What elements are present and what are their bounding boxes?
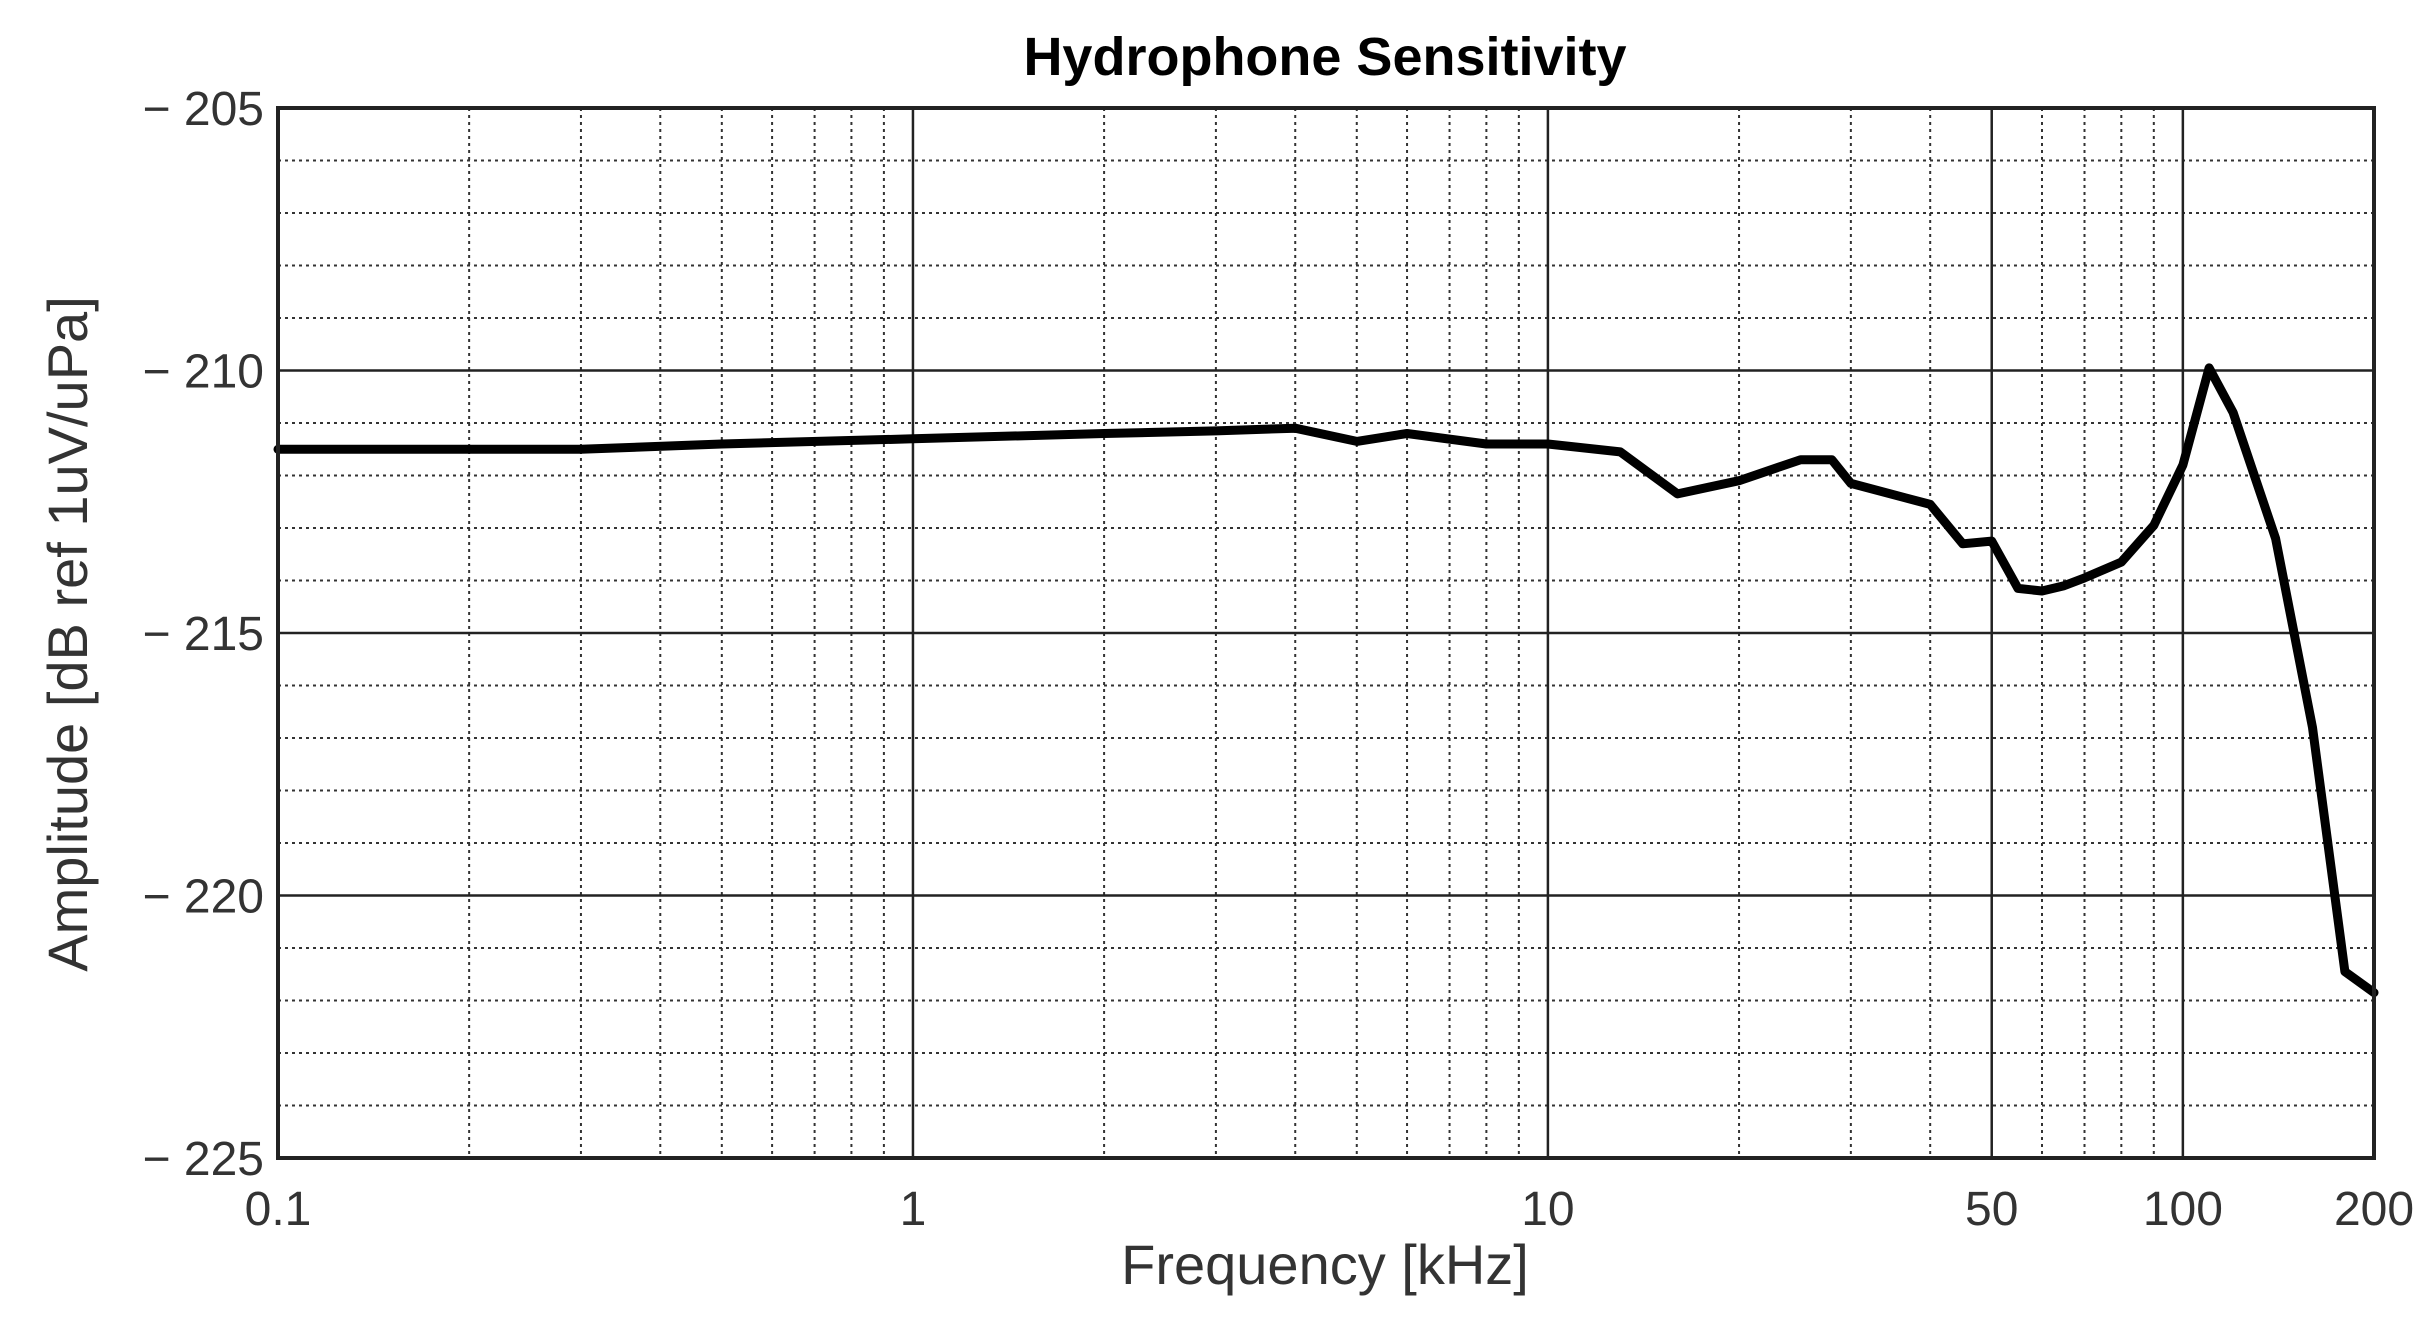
x-tick-label: 50 xyxy=(1965,1183,2018,1236)
y-tick-label: − 205 xyxy=(143,83,264,136)
chart-title: Hydrophone Sensitivity xyxy=(1023,27,1626,87)
y-tick-label: − 225 xyxy=(143,1133,264,1186)
grid xyxy=(278,106,2374,1160)
y-tick-label: − 210 xyxy=(143,346,264,399)
x-tick-label: 1 xyxy=(900,1183,927,1236)
x-tick-label: 10 xyxy=(1521,1183,1574,1236)
x-axis: 0.1 1 10 50 100 200 xyxy=(245,1183,2414,1236)
plot-frame xyxy=(276,106,2376,1160)
x-tick-label: 0.1 xyxy=(245,1183,312,1236)
y-tick-label: − 215 xyxy=(143,608,264,661)
series-line-0 xyxy=(273,363,2379,998)
x-tick-label: 200 xyxy=(2334,1183,2414,1236)
y-axis: − 205 − 210 − 215 − 220 − 225 xyxy=(143,83,264,1186)
series-layer xyxy=(273,363,2379,998)
x-axis-label: Frequency [kHz] xyxy=(1121,1233,1529,1296)
y-axis-label: Amplitude [dB ref 1uV/uPa] xyxy=(36,296,99,972)
x-tick-label: 100 xyxy=(2143,1183,2223,1236)
y-tick-label: − 220 xyxy=(143,871,264,924)
